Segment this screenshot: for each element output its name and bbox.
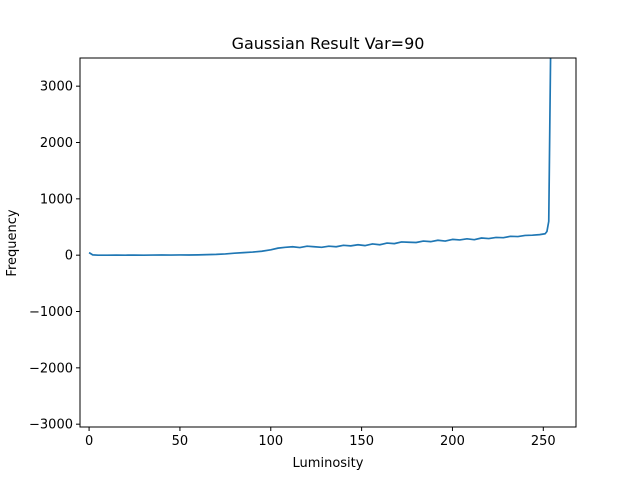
y-axis-ticks: −3000 −2000 −1000 0 1000 2000 3000 [29,80,80,433]
x-tick-label: 50 [172,434,189,449]
x-tick-label: 150 [349,434,374,449]
series-line-0 [88,58,552,257]
y-tick-label: 3000 [40,80,73,95]
y-tick-label: −1000 [29,305,73,320]
y-tick-label: −2000 [29,361,73,376]
y-tick-label: −3000 [29,418,73,433]
plot-area [88,58,552,257]
x-tick-label: 0 [85,434,93,449]
x-axis-label: Luminosity [293,456,364,471]
y-tick-label: 1000 [40,192,73,207]
axes-frame [79,57,577,428]
x-axis-ticks: 0 50 100 150 200 250 [85,427,556,449]
y-tick-label: 2000 [40,136,73,151]
y-tick-label: 0 [65,249,73,264]
chart-title: Gaussian Result Var=90 [232,34,425,53]
y-axis-label: Frequency [5,209,20,276]
x-tick-label: 250 [531,434,556,449]
x-tick-label: 100 [258,434,283,449]
x-tick-label: 200 [440,434,465,449]
